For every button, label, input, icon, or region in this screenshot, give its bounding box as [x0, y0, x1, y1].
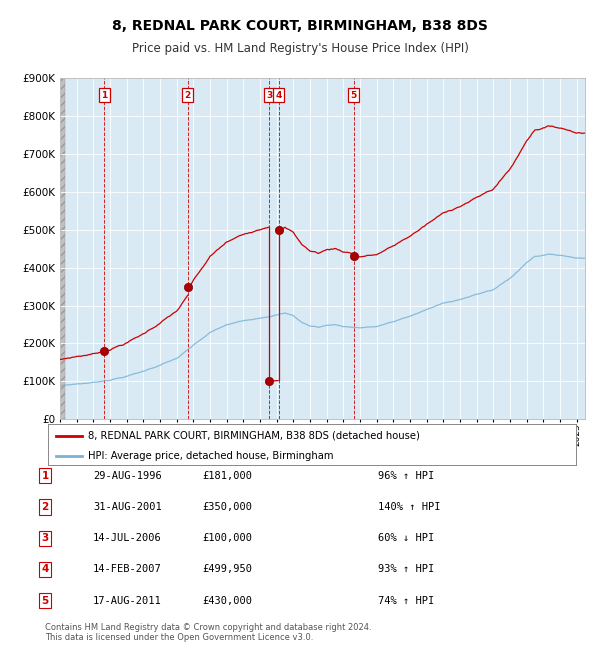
Text: 2: 2: [41, 502, 49, 512]
Text: 8, REDNAL PARK COURT, BIRMINGHAM, B38 8DS: 8, REDNAL PARK COURT, BIRMINGHAM, B38 8D…: [112, 19, 488, 33]
Text: 4: 4: [275, 90, 282, 99]
Text: 14-FEB-2007: 14-FEB-2007: [93, 564, 162, 575]
Text: 17-AUG-2011: 17-AUG-2011: [93, 595, 162, 606]
Text: 93% ↑ HPI: 93% ↑ HPI: [378, 564, 434, 575]
Text: HPI: Average price, detached house, Birmingham: HPI: Average price, detached house, Birm…: [88, 451, 333, 461]
Text: 60% ↓ HPI: 60% ↓ HPI: [378, 533, 434, 543]
Text: 3: 3: [41, 533, 49, 543]
Text: £499,950: £499,950: [202, 564, 252, 575]
Text: £100,000: £100,000: [202, 533, 252, 543]
Text: £430,000: £430,000: [202, 595, 252, 606]
Text: £350,000: £350,000: [202, 502, 252, 512]
Text: 5: 5: [41, 595, 49, 606]
Text: 1: 1: [101, 90, 107, 99]
Text: 2: 2: [185, 90, 191, 99]
Text: 29-AUG-1996: 29-AUG-1996: [93, 471, 162, 481]
Text: 4: 4: [41, 564, 49, 575]
Text: 96% ↑ HPI: 96% ↑ HPI: [378, 471, 434, 481]
Text: 8, REDNAL PARK COURT, BIRMINGHAM, B38 8DS (detached house): 8, REDNAL PARK COURT, BIRMINGHAM, B38 8D…: [88, 431, 419, 441]
Text: Contains HM Land Registry data © Crown copyright and database right 2024.
This d: Contains HM Land Registry data © Crown c…: [45, 623, 371, 642]
Text: Price paid vs. HM Land Registry's House Price Index (HPI): Price paid vs. HM Land Registry's House …: [131, 42, 469, 55]
Text: 3: 3: [266, 90, 272, 99]
Text: 5: 5: [350, 90, 357, 99]
Text: 74% ↑ HPI: 74% ↑ HPI: [378, 595, 434, 606]
Text: 140% ↑ HPI: 140% ↑ HPI: [378, 502, 440, 512]
Text: £181,000: £181,000: [202, 471, 252, 481]
Text: 31-AUG-2001: 31-AUG-2001: [93, 502, 162, 512]
Text: 14-JUL-2006: 14-JUL-2006: [93, 533, 162, 543]
Text: 1: 1: [41, 471, 49, 481]
